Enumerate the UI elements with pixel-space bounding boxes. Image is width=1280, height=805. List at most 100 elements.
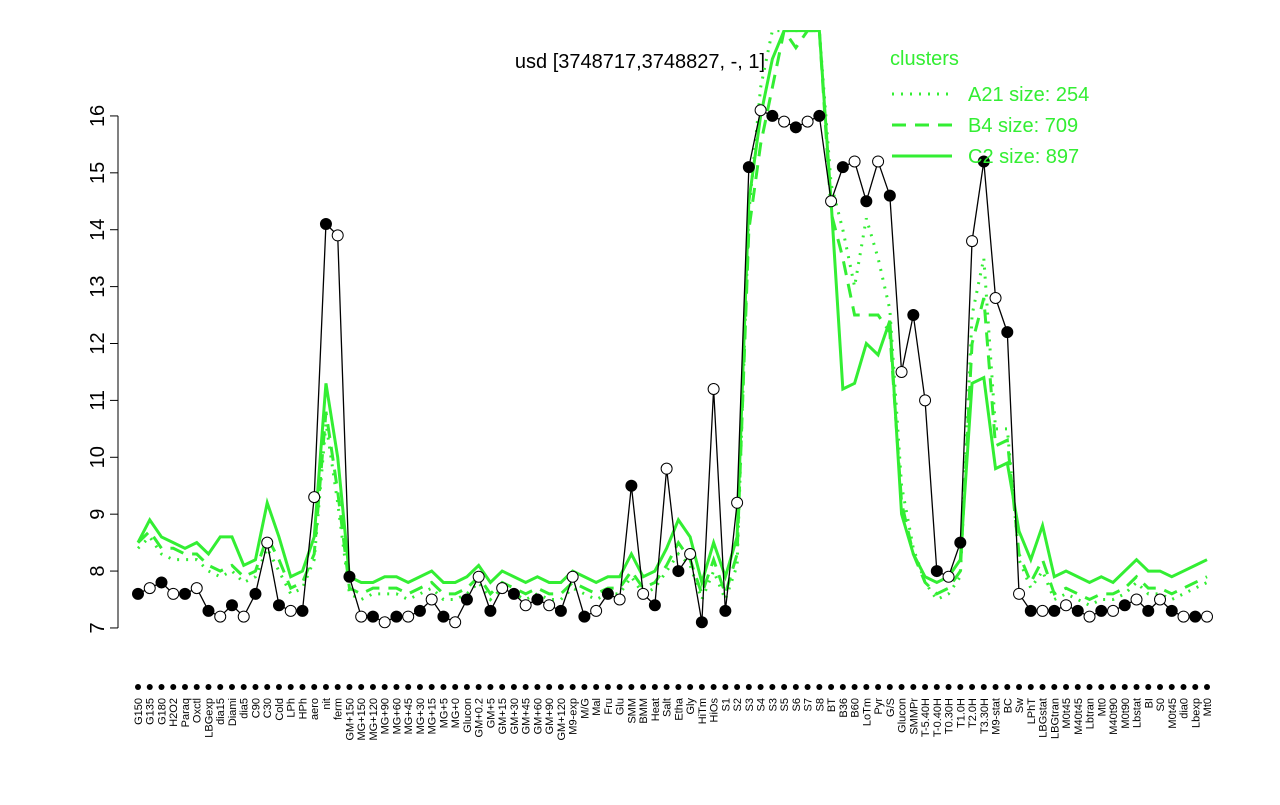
rug-point: [745, 684, 752, 690]
x-tick-label: MG+120: [368, 698, 380, 741]
x-tick-label: Glucon: [462, 698, 474, 733]
x-tick-label: S1: [720, 698, 732, 711]
point: [977, 155, 990, 168]
rug-point: [734, 684, 741, 690]
x-tick-label: Sw: [1014, 698, 1026, 713]
point: [484, 604, 497, 617]
x-tick-label: M9-stat: [991, 698, 1003, 735]
rug-point: [381, 684, 388, 690]
point: [190, 582, 203, 595]
rug-point: [875, 684, 882, 690]
chart-title: usd [3748717,3748827, -, 1]: [515, 51, 765, 73]
point: [648, 599, 661, 612]
x-tick-label: S6: [791, 698, 803, 711]
y-tick-label: 13: [87, 275, 109, 297]
rug-point: [1204, 684, 1210, 690]
rug-point: [475, 684, 482, 690]
x-tick-label: Pyr: [873, 698, 885, 715]
x-tick-label: C30: [262, 698, 274, 718]
x-tick-label: M0t45: [1061, 698, 1073, 729]
x-tick-label: GM+150: [344, 698, 356, 741]
x-tick-label: M0t45: [1167, 698, 1179, 729]
rug-point: [816, 684, 823, 690]
point: [225, 599, 238, 612]
point: [566, 570, 579, 583]
rug-point: [828, 684, 835, 690]
rug-point: [416, 684, 423, 690]
point: [1154, 593, 1167, 606]
point: [554, 604, 567, 617]
point: [966, 235, 979, 248]
point: [695, 616, 708, 629]
x-tick-label: G150: [133, 698, 145, 725]
x-tick-label: M40t90: [1108, 698, 1120, 735]
rug-point: [757, 684, 764, 690]
x-tick-label: GM+120: [556, 698, 568, 741]
point: [366, 610, 379, 623]
point: [1189, 610, 1202, 623]
x-tick-label: G135: [145, 698, 157, 725]
x-tick-label: LPhT: [1026, 698, 1038, 725]
x-tick-label: MG+15: [427, 698, 439, 734]
x-tick-label: SMM: [626, 698, 638, 724]
rug-point: [228, 684, 235, 690]
rug-point: [217, 684, 224, 690]
x-tick-label: GM+0.2: [474, 698, 486, 737]
point: [296, 604, 309, 617]
point: [132, 587, 144, 600]
x-tick-label: BI: [1143, 698, 1155, 708]
x-tick-label: G180: [156, 698, 168, 725]
x-tick-label: S3: [744, 698, 756, 711]
x-tick-label: nit: [321, 698, 333, 710]
x-tick-label: T3.30H: [979, 698, 991, 734]
rug-point: [839, 684, 846, 690]
rug-point: [992, 684, 999, 690]
rug-point: [922, 684, 929, 690]
rug-point: [346, 684, 353, 690]
x-tick-label: BC: [1002, 698, 1014, 713]
point: [261, 536, 274, 549]
rug-point: [181, 684, 188, 690]
point: [907, 309, 920, 322]
x-tick-label: Oxctl: [192, 698, 204, 723]
rug-point: [628, 684, 635, 690]
point: [155, 576, 168, 589]
point: [425, 593, 438, 606]
rug-point: [593, 684, 600, 690]
x-tick-label: Lbstat: [1132, 698, 1144, 728]
point: [319, 218, 332, 231]
rug-point: [405, 684, 412, 690]
point: [813, 109, 826, 122]
rug-point: [616, 684, 623, 690]
rug-point: [275, 684, 282, 690]
x-tick-label: Mt0: [1096, 698, 1108, 716]
x-tick-label: HiTm: [697, 698, 709, 724]
x-tick-label: GM+60: [532, 698, 544, 734]
point: [472, 570, 485, 583]
point: [731, 496, 744, 509]
x-tick-label: S3: [767, 698, 779, 711]
x-tick-label: SMMPr: [908, 698, 920, 735]
rug-point: [1004, 684, 1011, 690]
x-tick-label: HPh: [297, 698, 309, 719]
rug-point: [1016, 684, 1023, 690]
rug-point: [358, 684, 365, 690]
point: [1060, 599, 1073, 612]
point: [601, 587, 614, 600]
x-tick-label: MG+90: [380, 698, 392, 734]
rug-point: [428, 684, 435, 690]
point: [1001, 326, 1014, 339]
x-tick-label: BMM: [638, 698, 650, 724]
point: [742, 161, 755, 174]
y-tick-label: 7: [87, 622, 109, 633]
x-tick-label: LPh: [286, 698, 298, 718]
x-tick-label: LBGexp: [203, 698, 215, 738]
x-tick-label: HiOs: [709, 698, 721, 723]
rug-point: [1051, 684, 1058, 690]
point: [437, 610, 450, 623]
rug-point: [205, 684, 212, 690]
rug-point: [393, 684, 400, 690]
rug-point: [957, 684, 964, 690]
y-tick-label: 10: [87, 446, 109, 468]
point: [613, 593, 626, 606]
